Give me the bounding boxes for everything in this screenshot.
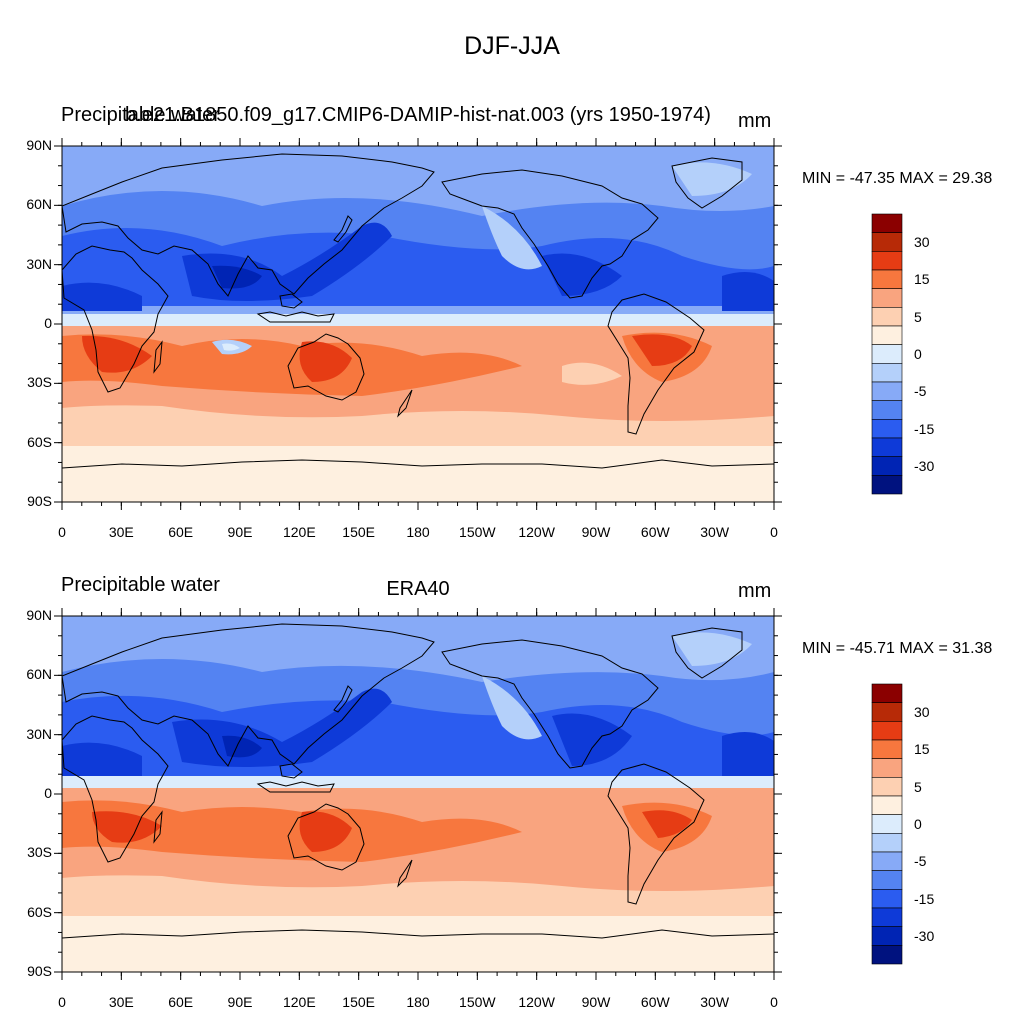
- x-tick-label: 30W: [700, 994, 730, 1010]
- panel2-case-label: ERA40: [386, 578, 450, 600]
- y-tick-label: 90S: [27, 963, 52, 979]
- x-tick-label: 150W: [459, 994, 496, 1010]
- y-tick-label: 90S: [27, 493, 52, 509]
- x-tick-label: 180: [406, 524, 430, 540]
- colorbar-swatch: [871, 721, 903, 741]
- colorbar-swatch: [871, 683, 903, 703]
- colorbar-swatch: [871, 288, 903, 308]
- colorbar-label: 5: [914, 778, 922, 795]
- colorbar-label: -5: [914, 853, 927, 870]
- y-tick-label: 90N: [26, 137, 52, 153]
- colorbar-swatch: [871, 325, 903, 345]
- x-tick-label: 60E: [168, 994, 194, 1010]
- panel2-units-label: mm: [738, 580, 772, 602]
- panel1-variable-label: Precipitable water: [61, 104, 220, 126]
- y-tick-label: 30N: [26, 725, 52, 742]
- x-tick-label: 0: [770, 524, 778, 540]
- x-tick-label: 60W: [640, 524, 670, 540]
- y-tick-label: 60S: [27, 903, 52, 920]
- x-tick-label: 90W: [581, 524, 611, 540]
- x-tick-label: 30E: [108, 524, 134, 540]
- colorbar-swatch: [871, 739, 903, 759]
- colorbar-label: -5: [914, 383, 927, 400]
- colorbar-swatch: [871, 232, 903, 252]
- x-tick-label: 0: [770, 994, 778, 1010]
- colorbar-layer: [871, 213, 903, 965]
- colorbar-swatch: [871, 926, 903, 946]
- main-title: DJF-JJA: [464, 32, 560, 60]
- colorbar-swatch: [871, 400, 903, 420]
- colorbar-label: 30: [914, 234, 930, 250]
- x-tick-label: 60E: [168, 524, 194, 540]
- panel1-case-label: b.e21.B1850.f09_g17.CMIP6-DAMIP-hist-nat…: [125, 104, 711, 126]
- panel2-map: [61, 615, 775, 973]
- colorbar-label: 15: [914, 741, 930, 758]
- colorbar-swatch: [871, 945, 903, 965]
- x-tick-label: 30W: [700, 524, 730, 540]
- x-tick-label: 150E: [342, 524, 375, 540]
- colorbar-label: -15: [914, 890, 935, 907]
- y-tick-label: 60S: [27, 433, 52, 450]
- colorbar-swatch: [871, 889, 903, 909]
- colorbar-swatch: [871, 307, 903, 327]
- colorbar-label: 30: [914, 704, 930, 720]
- x-tick-label: 120E: [282, 524, 316, 540]
- colorbar-swatch: [871, 419, 903, 439]
- colorbar-swatch: [871, 437, 903, 457]
- colorbar-label: -30: [914, 458, 935, 474]
- colorbar-swatch: [871, 475, 903, 495]
- colorbar-swatch: [871, 702, 903, 722]
- panel1-minmax: MIN = -47.35 MAX = 29.38: [802, 170, 993, 187]
- colorbar-label: 0: [914, 816, 922, 832]
- colorbar-swatch: [871, 269, 903, 289]
- colorbar-swatch: [871, 363, 903, 383]
- colorbar-swatch: [871, 795, 903, 815]
- x-tick-label: 0: [58, 524, 66, 540]
- colorbar-swatch: [871, 251, 903, 271]
- colorbar-swatch: [871, 456, 903, 476]
- y-tick-label: 0: [44, 315, 52, 331]
- x-tick-label: 150E: [342, 994, 375, 1010]
- x-tick-label: 30E: [108, 994, 134, 1010]
- x-tick-label: 120W: [518, 994, 555, 1010]
- panel2-variable-label: Precipitable water: [61, 574, 220, 596]
- axes-layer: [54, 138, 782, 980]
- y-tick-label: 30N: [26, 255, 52, 272]
- y-tick-label: 30S: [27, 844, 52, 861]
- colorbar-swatch: [871, 213, 903, 233]
- y-tick-label: 90N: [26, 607, 52, 623]
- colorbar-swatch: [871, 833, 903, 853]
- colorbar-swatch: [871, 851, 903, 871]
- colorbar-swatch: [871, 907, 903, 927]
- x-tick-label: 150W: [459, 524, 496, 540]
- colorbar-swatch: [871, 344, 903, 364]
- y-tick-label: 0: [44, 785, 52, 801]
- y-tick-label: 60N: [26, 666, 52, 683]
- colorbar-label: 0: [914, 346, 922, 362]
- colorbar-swatch: [871, 758, 903, 778]
- colorbar-swatch: [871, 870, 903, 890]
- x-tick-label: 90W: [581, 994, 611, 1010]
- colorbar-label: 5: [914, 308, 922, 325]
- colorbar-swatch: [871, 814, 903, 834]
- x-tick-label: 120W: [518, 524, 555, 540]
- y-tick-label: 30S: [27, 374, 52, 391]
- x-tick-label: 180: [406, 994, 430, 1010]
- colorbar-label: 15: [914, 271, 930, 288]
- panel1-map: [61, 145, 775, 503]
- colorbar-label: -15: [914, 420, 935, 437]
- panel2-minmax: MIN = -45.71 MAX = 31.38: [802, 640, 993, 657]
- y-tick-label: 60N: [26, 196, 52, 213]
- colorbar-label: -30: [914, 928, 935, 944]
- x-tick-label: 120E: [282, 994, 316, 1010]
- x-tick-label: 90E: [227, 524, 253, 540]
- x-tick-label: 90E: [227, 994, 253, 1010]
- colorbar-swatch: [871, 381, 903, 401]
- x-tick-label: 60W: [640, 994, 670, 1010]
- x-tick-label: 0: [58, 994, 66, 1010]
- panel1-units-label: mm: [738, 110, 772, 132]
- colorbar-swatch: [871, 777, 903, 797]
